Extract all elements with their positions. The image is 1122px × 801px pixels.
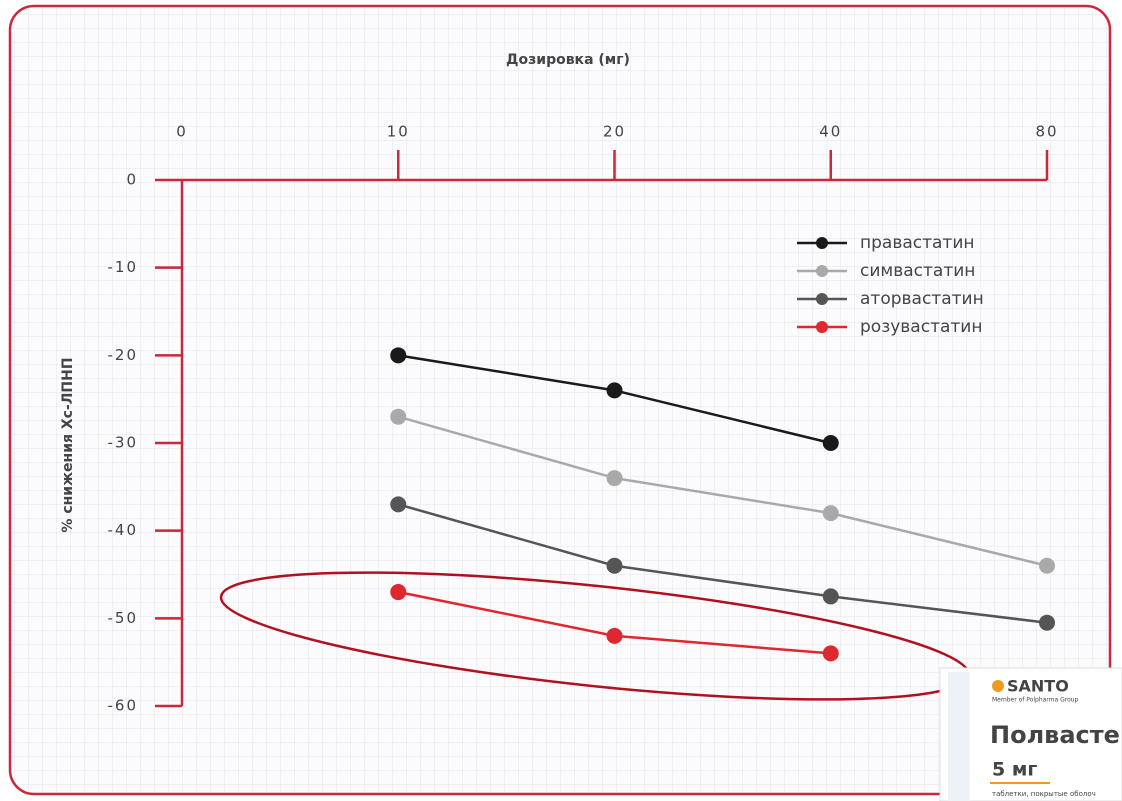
x-tick-label: 20 [603, 123, 626, 141]
data-point [822, 588, 839, 605]
logo-icon [992, 680, 1004, 692]
data-point [390, 496, 407, 513]
x-tick-label: 80 [1035, 123, 1058, 141]
data-point [390, 408, 407, 425]
y-tick-label: -20 [108, 346, 139, 364]
x-tick-label: 10 [387, 123, 410, 141]
product-dose: 5 мг [992, 759, 1037, 781]
legend-marker [816, 237, 828, 249]
data-point [606, 627, 623, 644]
legend-label: аторвастатин [860, 289, 984, 309]
data-point [390, 584, 407, 601]
data-point [822, 645, 839, 662]
product-box: SANTO Member of Polpharma Group Полвасте… [939, 667, 1122, 801]
legend-marker [816, 293, 828, 305]
data-point [390, 347, 407, 364]
x-tick-label: 40 [819, 123, 842, 141]
y-tick-label: -60 [108, 697, 139, 715]
series-line [397, 503, 1048, 624]
product-form: таблетки, покрытые оболоч [992, 790, 1096, 798]
x-tick-label: 0 [176, 123, 188, 141]
data-point [822, 435, 839, 451]
data-point [822, 505, 839, 522]
y-tick-label: -30 [108, 434, 139, 452]
y-tick-label: 0 [126, 171, 138, 189]
y-tick-label: -10 [108, 258, 139, 276]
data-point [1039, 614, 1055, 631]
data-point [606, 382, 623, 399]
legend-marker [816, 321, 828, 333]
chart-title: Дозировка (мг) [506, 52, 630, 68]
legend-marker [816, 265, 828, 277]
data-point [606, 557, 623, 574]
y-tick-label: -40 [108, 521, 139, 539]
product-name: Полвасте [990, 721, 1120, 749]
product-background [939, 667, 1122, 801]
brand: SANTO [1007, 677, 1069, 696]
data-point [606, 470, 623, 487]
brand-group: Member of Polpharma Group [992, 697, 1079, 704]
legend-label: розувастатин [860, 317, 982, 337]
legend-label: симвастатин [860, 261, 975, 281]
y-tick-label: -50 [108, 609, 139, 627]
product-side [948, 672, 970, 801]
legend-label: правастатин [860, 233, 975, 253]
y-axis-label: % снижения Хс-ЛПНП [60, 357, 76, 532]
data-point [1039, 557, 1055, 574]
series-line [397, 415, 1048, 567]
